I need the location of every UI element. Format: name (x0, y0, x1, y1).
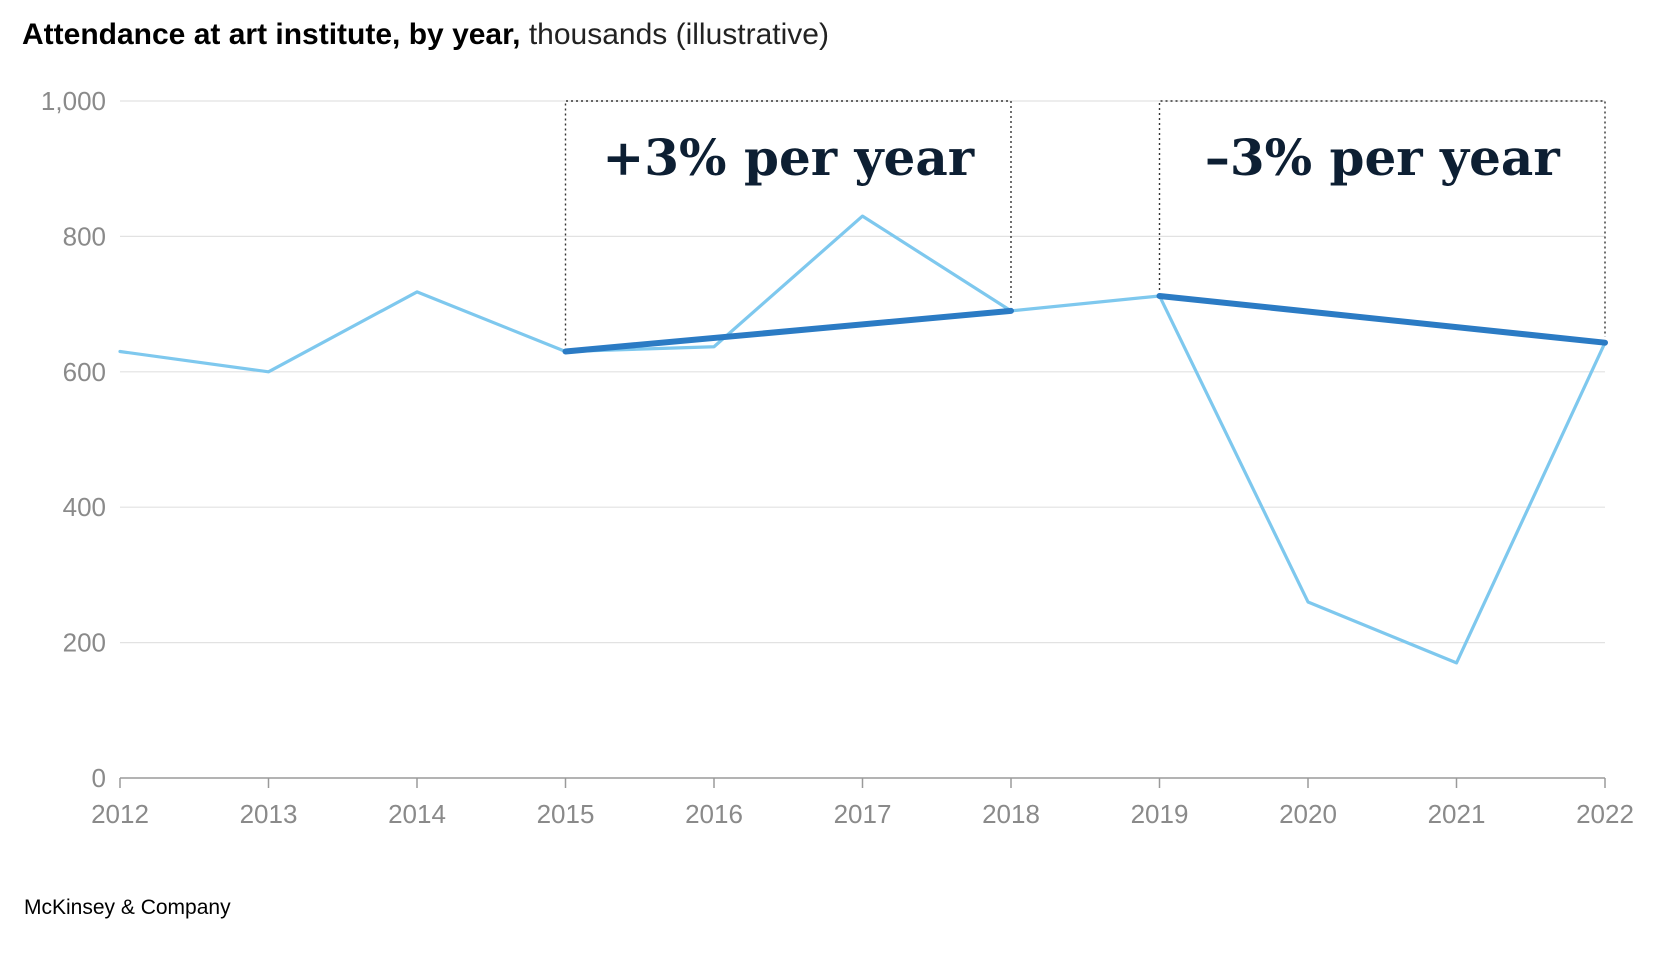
attendance-line (118, 214, 1607, 665)
x-tick-label: 2021 (1428, 799, 1486, 829)
series-lines (118, 214, 1608, 665)
y-tick-label: 1,000 (41, 86, 106, 116)
tick-labels: 0 200 400 600 800 1,000 2012 2013 2014 2015 2016 20… (41, 86, 1634, 829)
trend-line-2 (1156, 292, 1608, 346)
x-tick-label: 2019 (1131, 799, 1189, 829)
footer-brand: McKinsey & Company (24, 896, 231, 919)
y-tick-label: 600 (63, 357, 106, 387)
x-tick-label: 2016 (685, 799, 743, 829)
y-tick-label: 0 (92, 763, 106, 793)
x-tick-label: 2013 (240, 799, 298, 829)
annotation-box-1 (564, 100, 1012, 346)
x-tick-label: 2012 (91, 799, 149, 829)
annotation-label-2: –3% per year (1205, 128, 1560, 187)
annotation-box-2 (1158, 100, 1606, 337)
y-tick-label: 800 (63, 221, 106, 251)
chart-title: Attendance at art institute, by year, th… (22, 18, 829, 52)
trend-line-1 (562, 307, 1014, 355)
x-tick-label: 2017 (834, 799, 892, 829)
chart-title-main: Attendance at art institute, by year, (22, 18, 521, 51)
annotation-label-1: +3% per year (602, 128, 974, 187)
x-axis (119, 777, 1606, 788)
x-tick-label: 2018 (982, 799, 1040, 829)
x-tick-label: 2020 (1279, 799, 1337, 829)
y-tick-label: 200 (63, 628, 106, 658)
y-tick-label: 400 (63, 492, 106, 522)
x-tick-label: 2015 (537, 799, 595, 829)
x-tick-label: 2022 (1576, 799, 1634, 829)
chart-title-unit: thousands (illustrative) (528, 18, 829, 51)
annotation-boxes: +3% per year –3% per year (564, 100, 1606, 346)
x-tick-label: 2014 (388, 799, 446, 829)
